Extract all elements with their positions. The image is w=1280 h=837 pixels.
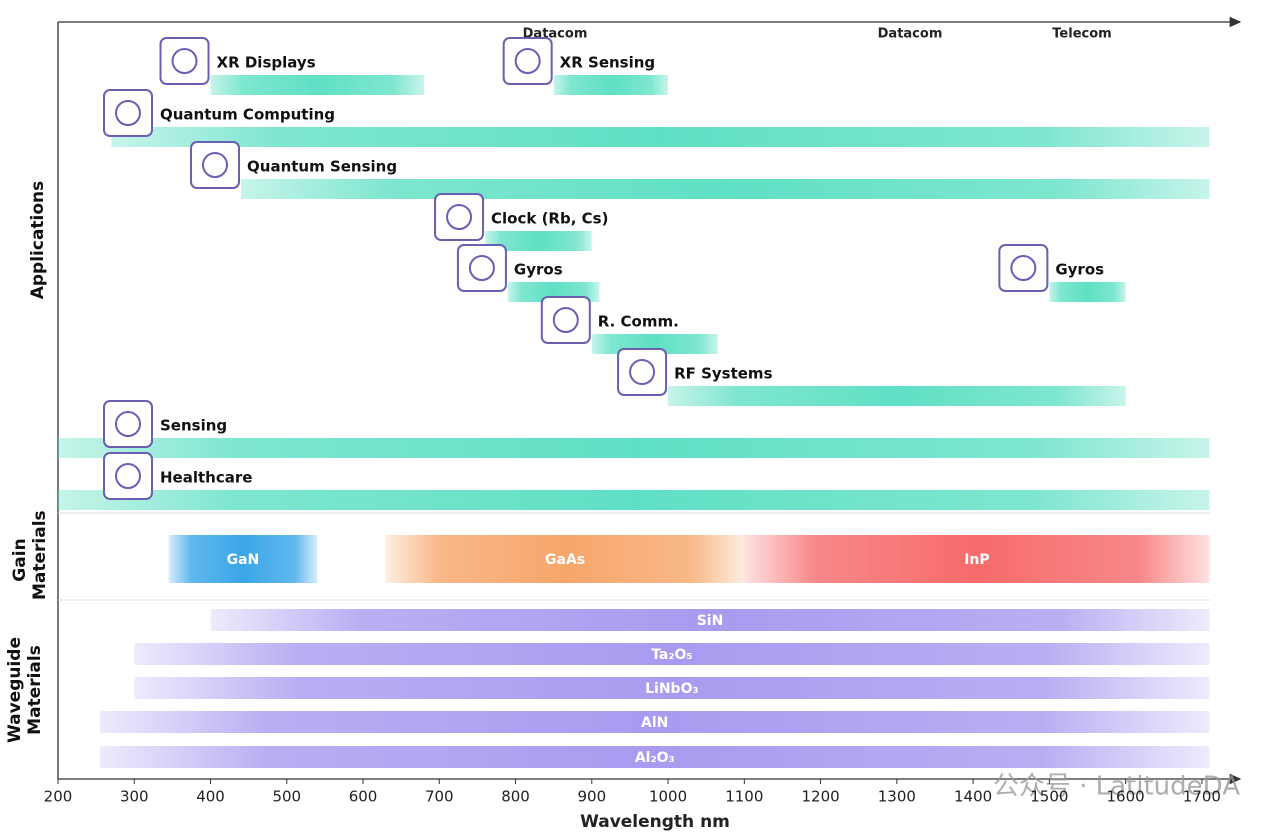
range-bar — [134, 677, 1210, 699]
range-label: Gyros — [1055, 261, 1104, 279]
range-bar — [210, 75, 425, 95]
range-bar — [99, 711, 1210, 733]
range-label: Clock (Rb, Cs) — [491, 210, 608, 228]
range-label: Ta₂O₅ — [651, 647, 692, 663]
x-tick-label: 1100 — [725, 788, 763, 806]
range-label: SiN — [697, 613, 724, 629]
group-label: Waveguide Materials — [5, 636, 45, 744]
x-tick-label: 1700 — [1183, 788, 1221, 806]
x-tick-label: 400 — [196, 788, 225, 806]
icon — [159, 37, 210, 85]
icon — [434, 193, 485, 241]
icon-glyph — [552, 307, 579, 333]
range-bar — [385, 535, 745, 583]
range-label: R. Comm. — [598, 313, 679, 331]
icon-glyph — [115, 463, 141, 489]
x-tick-label: 200 — [44, 788, 73, 806]
watermark: 公众号 · LatitudeDA — [993, 772, 1240, 802]
range-label: InP — [964, 552, 989, 568]
icon — [617, 348, 668, 396]
icon — [103, 452, 153, 500]
range-bar — [668, 386, 1126, 406]
icon — [103, 89, 153, 137]
icon — [540, 296, 591, 344]
icon — [190, 141, 241, 189]
x-tick-label: 1300 — [878, 788, 916, 806]
x-tick-label: 800 — [501, 788, 530, 806]
range-label: LiNbO₃ — [645, 681, 699, 697]
range-label: Quantum Computing — [160, 106, 335, 124]
icon — [103, 400, 153, 448]
range-label: GaN — [227, 552, 260, 568]
range-bar — [168, 535, 318, 583]
range-bar — [1049, 282, 1126, 302]
range-label: Healthcare — [160, 469, 252, 487]
x-axis-label: Wavelength nm — [580, 812, 730, 832]
range-bar — [210, 609, 1210, 631]
icon — [456, 244, 507, 292]
x-tick-label: 300 — [120, 788, 149, 806]
range-label: AlN — [641, 715, 668, 731]
icon-glyph — [115, 411, 141, 437]
x-tick-label: 1000 — [649, 788, 687, 806]
annotation: Datacom — [878, 27, 943, 42]
x-tick-label: 700 — [425, 788, 454, 806]
x-tick-label: 1600 — [1107, 788, 1145, 806]
x-tick-label: 900 — [577, 788, 606, 806]
range-bar — [553, 75, 669, 95]
icon-glyph — [115, 100, 141, 126]
icon-glyph — [202, 152, 229, 178]
range-label: Gyros — [514, 261, 563, 279]
x-tick-label: 1400 — [954, 788, 992, 806]
icon-glyph — [1010, 255, 1037, 281]
range-bar — [58, 438, 1210, 458]
x-tick-label: 500 — [272, 788, 301, 806]
group-label: Gain Materials — [10, 510, 50, 600]
range-label: GaAs — [545, 552, 585, 568]
range-bar — [58, 490, 1210, 510]
range-bar — [99, 746, 1210, 768]
range-label: Al₂O₃ — [635, 750, 675, 766]
icon-glyph — [446, 204, 473, 230]
range-bar — [111, 127, 1210, 147]
x-tick-label: 1500 — [1030, 788, 1068, 806]
range-label: Sensing — [160, 417, 227, 435]
range-label: XR Displays — [217, 54, 316, 72]
range-bar — [744, 535, 1210, 583]
icon-glyph — [514, 48, 541, 74]
range-label: RF Systems — [674, 365, 773, 383]
range-bar — [241, 179, 1210, 199]
range-label: Quantum Sensing — [247, 158, 397, 176]
icon — [998, 244, 1049, 292]
icon-glyph — [629, 359, 656, 385]
range-bar — [134, 643, 1210, 665]
range-bar — [485, 231, 592, 251]
icon — [502, 37, 553, 85]
group-label: Applications — [28, 180, 48, 300]
icon-glyph — [468, 255, 495, 281]
annotation: Telecom — [1052, 27, 1111, 42]
x-tick-label: 600 — [349, 788, 378, 806]
range-label: XR Sensing — [560, 54, 655, 72]
icon-glyph — [171, 48, 198, 74]
x-tick-label: 1200 — [801, 788, 839, 806]
